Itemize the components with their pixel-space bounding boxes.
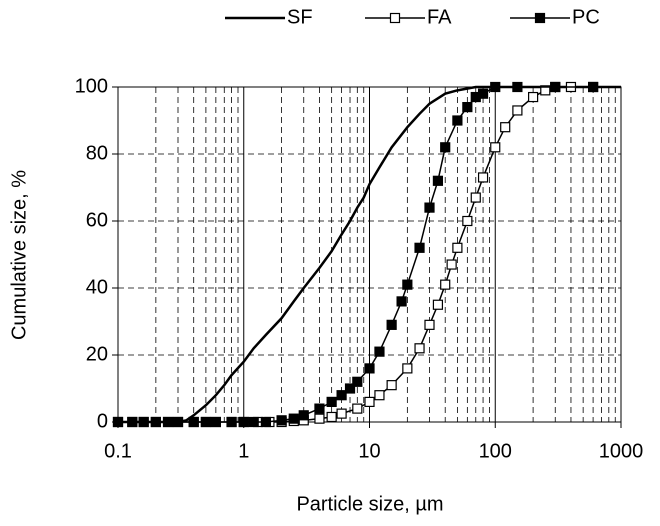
series-2 — [112, 81, 599, 428]
marker — [238, 416, 249, 428]
legend-label: FA — [427, 6, 452, 28]
marker — [424, 202, 435, 213]
marker — [188, 416, 199, 428]
marker — [364, 363, 375, 374]
marker — [540, 85, 551, 96]
series-line — [118, 86, 594, 423]
x-tick-label: 1000 — [599, 440, 644, 462]
marker — [588, 81, 599, 93]
marker — [162, 416, 174, 428]
series-line — [118, 86, 594, 423]
marker — [446, 259, 457, 270]
marker — [336, 408, 347, 419]
marker — [470, 192, 481, 203]
marker — [276, 415, 287, 426]
marker — [298, 410, 309, 421]
x-tick-label: 1 — [238, 440, 249, 462]
marker — [490, 81, 501, 93]
marker — [150, 416, 161, 428]
marker — [462, 215, 473, 227]
marker — [440, 142, 451, 153]
marker — [326, 411, 337, 423]
plot-border — [117, 86, 622, 423]
marker — [424, 319, 435, 330]
marker — [314, 403, 325, 414]
marker — [288, 413, 299, 424]
marker — [396, 296, 407, 307]
marker — [477, 88, 489, 99]
marker — [512, 105, 523, 116]
marker — [452, 115, 463, 126]
y-tick-label: 100 — [75, 75, 108, 97]
marker — [352, 376, 363, 387]
marker — [374, 346, 385, 357]
marker — [344, 383, 356, 394]
marker — [528, 91, 539, 103]
y-axis-label: Cumulative size, % — [8, 170, 30, 340]
x-tick-label: 0.1 — [104, 440, 132, 462]
marker — [432, 299, 444, 310]
y-tick-label: 80 — [86, 142, 108, 164]
marker — [414, 343, 425, 354]
legend-marker — [534, 12, 546, 24]
marker — [500, 122, 511, 133]
marker — [200, 416, 211, 428]
marker — [210, 416, 221, 428]
marker — [440, 279, 451, 290]
marker — [364, 396, 375, 407]
series-0 — [118, 85, 621, 424]
legend-label: PC — [572, 6, 600, 28]
marker — [127, 416, 138, 428]
marker — [386, 319, 397, 330]
marker — [414, 242, 425, 253]
marker — [402, 363, 413, 374]
marker — [374, 390, 385, 401]
marker — [172, 416, 184, 428]
series-line — [118, 85, 621, 424]
marker — [248, 416, 259, 428]
legend-label: SF — [287, 6, 313, 28]
marker — [226, 416, 237, 428]
marker — [112, 416, 124, 428]
y-tick-label: 0 — [97, 410, 108, 432]
marker — [326, 396, 337, 407]
legend-marker — [389, 12, 401, 24]
x-tick-label: 10 — [358, 440, 380, 462]
y-tick-label: 60 — [86, 209, 108, 231]
marker — [260, 416, 271, 428]
marker — [432, 175, 444, 186]
x-axis-label: Particle size, µm — [296, 493, 443, 515]
marker — [490, 142, 501, 153]
marker — [477, 172, 489, 183]
marker — [336, 390, 347, 401]
marker — [138, 416, 149, 428]
y-tick-label: 40 — [86, 276, 108, 298]
marker — [550, 81, 561, 93]
y-tick-label: 20 — [86, 343, 108, 365]
marker — [462, 101, 473, 113]
marker — [452, 242, 463, 253]
marker — [314, 413, 325, 424]
series-1 — [112, 81, 599, 428]
x-tick-label: 100 — [479, 440, 512, 462]
marker — [402, 279, 413, 290]
marker — [352, 403, 363, 414]
marker — [386, 380, 397, 391]
marker — [512, 81, 523, 93]
